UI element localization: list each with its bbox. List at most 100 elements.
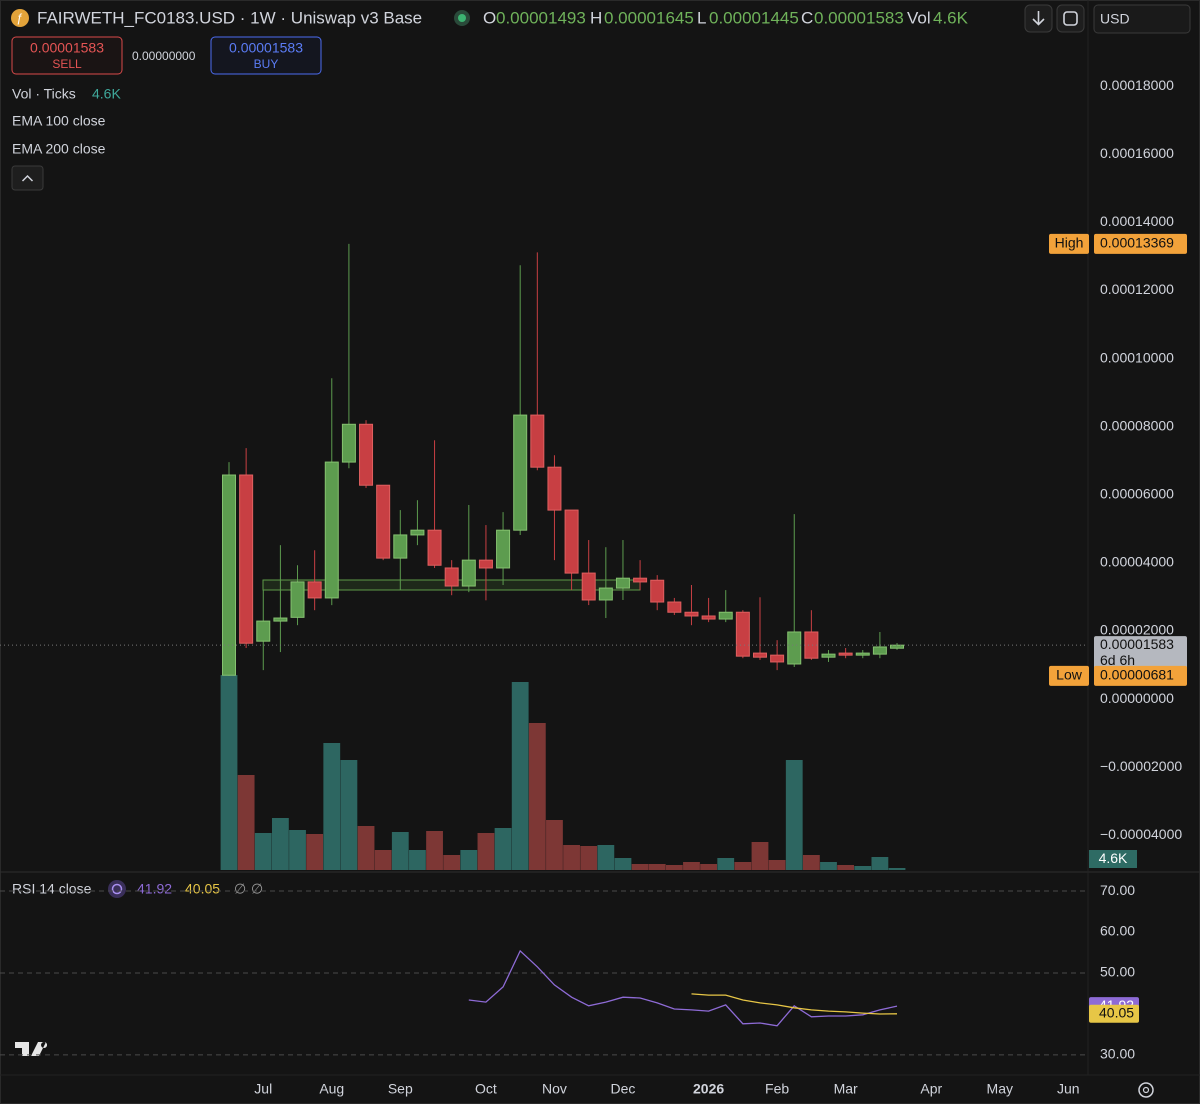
- x-tick-label: Sep: [388, 1081, 413, 1097]
- ohlc-label: L: [697, 8, 706, 27]
- x-tick-label: Apr: [920, 1081, 942, 1097]
- low-value-box: [1094, 665, 1187, 686]
- rsi-legend-extra: ∅: [251, 881, 263, 897]
- candle-body: [838, 652, 853, 656]
- sell-price: 0.00001583: [30, 40, 104, 56]
- volume-bar: [460, 850, 478, 870]
- high-tag-box: [1049, 233, 1089, 254]
- buy-price: 0.00001583: [229, 40, 303, 56]
- x-tick-label: Dec: [611, 1081, 636, 1097]
- indicator-legend: EMA 100 close: [12, 113, 106, 129]
- volume-bar: [271, 818, 289, 870]
- x-tick-label: Feb: [765, 1081, 789, 1097]
- ohlc-value: 0.00001493: [496, 8, 586, 27]
- logo-glyph: ƒ: [16, 11, 23, 25]
- brand-logo: [15, 1042, 48, 1056]
- candle-body: [547, 466, 562, 511]
- candle-body: [650, 579, 665, 603]
- collapse-button[interactable]: [11, 165, 44, 191]
- volume-bar: [528, 723, 546, 870]
- y-tick-label: 0.00002000: [1100, 622, 1174, 638]
- rsi-value-label: 40.05: [1099, 1004, 1134, 1020]
- rsi-legend-value: 40.05: [185, 881, 220, 897]
- y-tick-label: 0.00004000: [1100, 554, 1174, 570]
- volume-bar: [237, 775, 255, 870]
- rsi-tick-label: 60.00: [1100, 923, 1135, 939]
- low-tag-box: [1049, 665, 1089, 686]
- candle-body: [307, 581, 322, 599]
- volume-axis-label: 4.6K: [1099, 850, 1128, 866]
- rsi-tick-label: 70.00: [1100, 882, 1135, 898]
- volume-legend: Vol · Ticks: [12, 86, 76, 102]
- buy-button[interactable]: [210, 36, 322, 75]
- candle-body: [770, 654, 785, 663]
- volume-bar: [648, 864, 666, 870]
- volume-bar: [357, 826, 375, 870]
- volume-bar: [511, 682, 529, 870]
- volume-bar: [409, 850, 426, 870]
- volume-bar: [443, 855, 461, 870]
- y-tick-label: 0.00012000: [1100, 281, 1174, 297]
- candle-body: [890, 644, 905, 649]
- candle-body: [461, 559, 476, 587]
- y-tick-label: 0.00008000: [1100, 417, 1174, 433]
- volume-bar: [631, 864, 649, 870]
- candle-body: [564, 509, 579, 574]
- candle-body: [787, 631, 802, 665]
- volume-axis-box: [1089, 850, 1137, 868]
- y-tick-label: 0.00000000: [1100, 690, 1174, 706]
- ohlc-value: 0.00001645: [604, 8, 694, 27]
- high-value: 0.00013369: [1100, 235, 1174, 251]
- last-price-label: 0.00001583: [1100, 636, 1174, 652]
- candle-body: [752, 652, 767, 658]
- volume-bar: [717, 858, 735, 870]
- high-value-box: [1094, 233, 1187, 254]
- fullscreen-button[interactable]: [1056, 4, 1085, 33]
- volume-bar: [751, 842, 769, 870]
- volume-bar: [306, 834, 324, 870]
- volume-bar: [854, 866, 872, 870]
- y-tick-label: 0.00016000: [1100, 145, 1174, 161]
- x-tick-label: 2026: [693, 1081, 724, 1097]
- volume-bar: [494, 828, 512, 870]
- candle-body: [393, 534, 408, 559]
- volume-bar: [597, 845, 615, 870]
- volume-bar: [374, 850, 392, 870]
- rsi-legend-value: 41.92: [137, 881, 172, 897]
- x-tick-label: Oct: [475, 1081, 497, 1097]
- vol-label: Vol: [907, 8, 931, 27]
- settings-icon[interactable]: [1138, 1082, 1154, 1098]
- countdown-label: 6d 6h: [1100, 652, 1135, 668]
- candle-body: [718, 611, 733, 620]
- sell-button[interactable]: [11, 36, 123, 75]
- ohlc-label: O: [483, 8, 496, 27]
- candle-body: [598, 587, 613, 601]
- candle-body: [735, 611, 750, 657]
- high-tag: High: [1055, 235, 1084, 251]
- rsi-tick-label: 30.00: [1100, 1046, 1135, 1062]
- collapse-icon: [21, 174, 34, 182]
- candle-body: [341, 423, 356, 463]
- currency-select[interactable]: [1093, 4, 1191, 34]
- ohlc-value: 0.00001583: [814, 8, 904, 27]
- settings-icon-core: [1142, 1086, 1150, 1094]
- volume-bar: [871, 857, 889, 870]
- candle-body: [615, 577, 630, 589]
- y-tick-label: −0.00004000: [1100, 826, 1182, 842]
- candle-body: [324, 461, 339, 599]
- candle-body: [530, 414, 545, 468]
- y-tick-label: 0.00018000: [1100, 77, 1174, 93]
- volume-bar: [340, 760, 358, 870]
- candle-body: [376, 484, 391, 559]
- candle-body: [684, 611, 699, 617]
- volume-bar: [477, 833, 495, 870]
- sell-label: SELL: [52, 57, 82, 71]
- rsi-line: [468, 949, 898, 1027]
- candle-body: [444, 567, 459, 587]
- candle-body: [256, 620, 271, 642]
- y-tick-label: 0.00014000: [1100, 213, 1174, 229]
- ohlc-label: C: [801, 8, 813, 27]
- volume-bar: [820, 862, 837, 870]
